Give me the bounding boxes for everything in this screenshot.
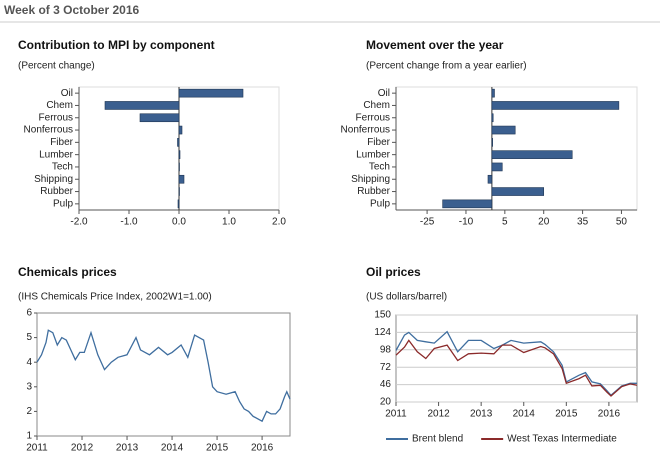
bar: [178, 162, 180, 172]
bar: [177, 199, 180, 209]
category-label: Oil: [61, 88, 73, 99]
chart-title: Contribution to MPI by component: [18, 38, 215, 52]
bar: [491, 162, 503, 172]
bar: [178, 125, 183, 135]
x-tick-label: 5: [502, 217, 508, 228]
category-label: Rubber: [357, 186, 390, 197]
x-tick-label: 2011: [26, 443, 48, 454]
x-tick-label: 2.0: [272, 217, 286, 228]
x-tick-label: -25: [420, 217, 435, 228]
y-tick-label: 2: [26, 406, 32, 417]
bar: [491, 138, 493, 147]
y-tick-label: 124: [374, 327, 391, 338]
bar: [178, 88, 244, 98]
x-tick-label: -1.0: [120, 217, 138, 228]
bar: [104, 101, 180, 110]
category-label: Oil: [378, 88, 390, 99]
x-tick-label: 2012: [427, 409, 450, 420]
x-tick-label: 50: [616, 217, 628, 228]
y-tick-label: 5: [26, 332, 32, 343]
x-tick-label: 2016: [251, 443, 274, 454]
category-label: Lumber: [356, 149, 391, 160]
bar: [491, 88, 495, 98]
bar: [487, 174, 493, 184]
x-tick-label: -10: [459, 217, 474, 228]
category-label: Lumber: [39, 149, 74, 160]
chart-subtitle: (IHS Chemicals Price Index, 2002W1=1.00): [18, 292, 212, 303]
legend-label: Brent blend: [412, 434, 463, 445]
bar: [491, 101, 620, 110]
category-label: Tech: [369, 162, 390, 173]
category-label: Ferrous: [356, 112, 390, 123]
bar: [491, 150, 573, 159]
y-tick-label: 98: [380, 344, 392, 355]
category-label: Nonferrous: [24, 125, 73, 136]
category-label: Ferrous: [39, 112, 73, 123]
x-tick-label: 2012: [71, 443, 94, 454]
bar: [177, 138, 180, 147]
bar: [491, 125, 516, 135]
x-tick-label: 20: [538, 217, 550, 228]
x-tick-label: 2014: [161, 443, 184, 454]
page-title: Week of 3 October 2016: [4, 3, 139, 17]
y-tick-label: 6: [26, 308, 32, 319]
line-series: [395, 339, 638, 397]
x-tick-label: 2014: [513, 409, 536, 420]
x-tick-label: -2.0: [70, 217, 88, 228]
x-tick-label: 2016: [598, 409, 621, 420]
category-label: Rubber: [40, 186, 73, 197]
bar: [178, 150, 181, 159]
x-tick-label: 2015: [206, 443, 229, 454]
line-series: [36, 329, 291, 423]
category-label: Nonferrous: [341, 125, 390, 136]
x-tick-label: 2011: [385, 409, 407, 420]
x-tick-label: 1.0: [222, 217, 236, 228]
chart-title: Movement over the year: [366, 38, 504, 52]
chart-subtitle: (Percent change from a year earlier): [366, 61, 527, 72]
plot-frame: [36, 312, 291, 437]
chart-subtitle: (US dollars/barrel): [366, 292, 447, 303]
category-label: Fiber: [367, 137, 390, 148]
bar: [491, 113, 494, 123]
y-tick-label: 3: [26, 381, 32, 392]
category-label: Shipping: [351, 174, 390, 185]
y-tick-label: 150: [374, 310, 391, 321]
x-tick-label: 2013: [470, 409, 493, 420]
x-tick-label: 35: [577, 217, 589, 228]
x-tick-label: 0.0: [172, 217, 186, 228]
category-label: Shipping: [34, 174, 73, 185]
bar: [178, 174, 185, 184]
y-tick-label: 46: [380, 379, 392, 390]
y-tick-label: 4: [26, 357, 32, 368]
category-label: Pulp: [53, 198, 73, 209]
chart-title: Chemicals prices: [18, 265, 117, 279]
y-tick-label: 1: [26, 431, 32, 442]
bar: [139, 113, 180, 123]
category-label: Pulp: [370, 198, 390, 209]
chart-title: Oil prices: [366, 265, 421, 279]
x-tick-label: 2015: [555, 409, 578, 420]
bar: [491, 187, 545, 196]
x-tick-label: 2013: [116, 443, 139, 454]
category-label: Fiber: [50, 137, 73, 148]
y-tick-label: 20: [380, 397, 392, 408]
plot-frame: [395, 314, 638, 403]
category-label: Chem: [363, 100, 390, 111]
line-series: [395, 330, 637, 397]
bar: [442, 199, 493, 209]
category-label: Chem: [46, 100, 73, 111]
chart-subtitle: (Percent change): [18, 61, 95, 72]
y-tick-label: 72: [380, 362, 392, 373]
legend-label: West Texas Intermediate: [507, 434, 617, 445]
category-label: Tech: [52, 162, 73, 173]
bar: [178, 187, 180, 196]
